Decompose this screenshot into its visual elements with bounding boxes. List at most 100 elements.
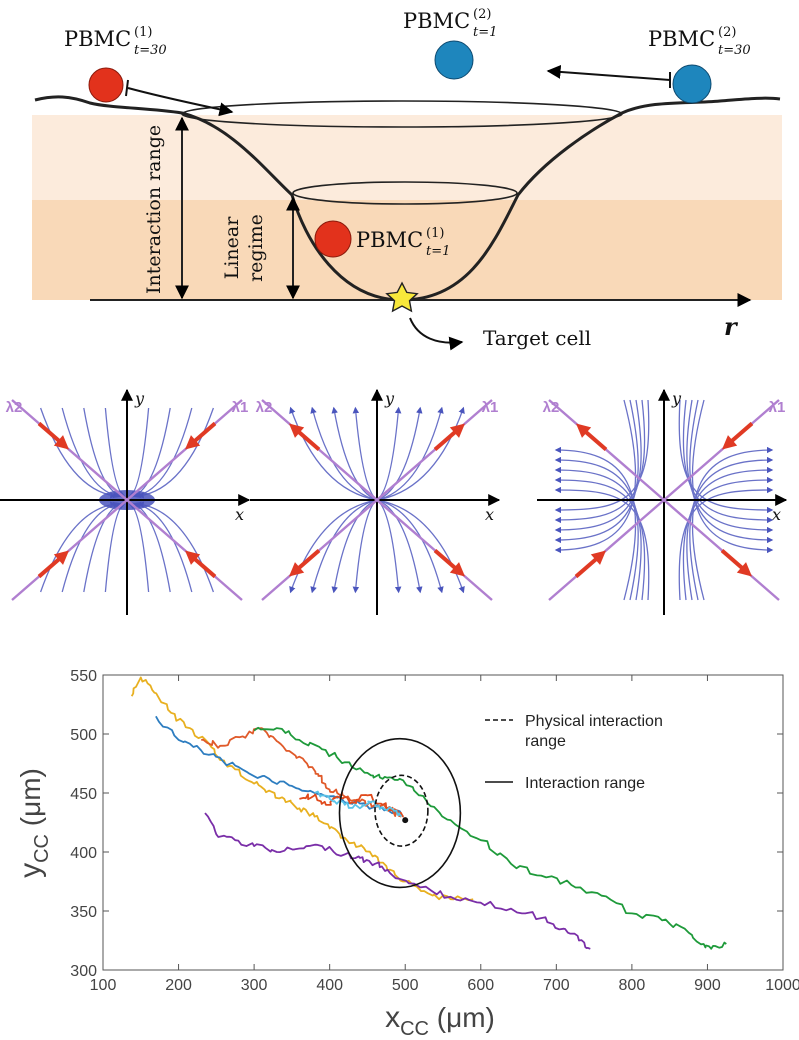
x-tick-label: 100 — [90, 977, 117, 994]
x-axis-title: xCC (μm) — [385, 1001, 495, 1040]
eigen-arrow-head — [722, 435, 738, 450]
x-axis-label: x — [235, 505, 244, 524]
lambda1-label: λ1 — [232, 399, 249, 416]
physical-interaction-range-ellipse — [374, 774, 429, 847]
pbmc2-t30-cell — [672, 64, 712, 104]
flow-line — [689, 399, 774, 544]
flow-line — [691, 399, 774, 554]
flow-line — [331, 499, 378, 594]
flow-line — [310, 499, 378, 594]
x-tick-label: 400 — [316, 977, 343, 994]
flow-line — [376, 499, 465, 594]
pbmc1-t30-label: PBMC (1) t=30 — [64, 25, 167, 58]
trajectory-series-6 — [299, 793, 404, 818]
y-axis-label: y — [134, 389, 145, 408]
flow-line — [376, 406, 465, 501]
flow-line — [689, 456, 774, 601]
x-tick-label: 500 — [392, 977, 419, 994]
flow-line — [554, 399, 637, 554]
flow-line — [691, 446, 774, 601]
interaction-range-ellipse — [181, 100, 623, 128]
flow-line — [289, 499, 378, 594]
x-ticks: 100 200 300 400 500 600 700 800 900 1000 — [90, 675, 799, 994]
target-point — [402, 817, 409, 824]
pbmc2-repulsion-arrow — [546, 64, 671, 81]
y-tick-label: 500 — [70, 727, 97, 744]
plot-frame — [102, 674, 784, 971]
phase-plot-unstable-node: λ2 λ1 x y — [250, 388, 501, 615]
eigen-arrow-head — [289, 562, 305, 577]
flow-lines — [554, 399, 774, 601]
flow-line — [83, 502, 123, 593]
flow-line — [352, 499, 378, 594]
x-axis-label: x — [485, 505, 494, 524]
flow-line — [137, 407, 215, 499]
pbmc-superscript: (1) — [134, 25, 152, 40]
flow-line — [678, 399, 774, 514]
y-tick-label: 350 — [70, 904, 97, 921]
legend: Physical interaction range Interaction ran… — [485, 713, 663, 792]
flow-line — [554, 399, 639, 544]
lambda2-label: λ2 — [256, 399, 273, 416]
pbmc-superscript: (2) — [718, 25, 736, 40]
linear-regime-band — [32, 200, 782, 300]
x-tick-label: 300 — [241, 977, 268, 994]
flow-line — [39, 501, 117, 593]
y-axis-var: y — [14, 863, 47, 878]
trajectory-chart: 100 200 300 400 500 600 700 800 900 1000 300 350 400… — [14, 668, 799, 1040]
eigen-arrow-head — [590, 550, 606, 565]
pbmc1-t1-label: PBMC (1) t=1 — [356, 226, 450, 259]
pbmc-subscript: t=1 — [473, 25, 497, 40]
y-tick-label: 400 — [70, 845, 97, 862]
y-ticks: 300 350 400 450 500 550 — [70, 668, 783, 980]
flow-line — [376, 499, 402, 594]
pbmc2-t30-label: PBMC (2) t=30 — [648, 25, 751, 58]
pbmc-text: PBMC — [64, 27, 131, 51]
phase-plot-saddle: λ2 λ1 x y — [537, 388, 788, 615]
pbmc-superscript: (2) — [473, 7, 491, 22]
flow-line — [376, 406, 423, 501]
flow-line — [310, 406, 378, 501]
eigen-arrow-head — [449, 562, 465, 577]
flow-line — [289, 406, 378, 501]
phase-plot-stable-node: λ2 λ1 x y — [0, 388, 251, 615]
pbmc2-t1-label: PBMC (2) t=1 — [403, 7, 497, 40]
eigen-arrow-head — [449, 423, 465, 438]
target-cell-label: Target cell — [483, 326, 591, 350]
trajectory-series-5 — [204, 812, 591, 950]
target-cell-star-icon — [385, 281, 419, 313]
x-tick-label: 700 — [543, 977, 570, 994]
pbmc-text: PBMC — [648, 27, 715, 51]
flow-line — [376, 406, 444, 501]
flow-line — [352, 406, 378, 501]
flow-line — [554, 446, 637, 601]
x-axis-var: x — [385, 1001, 400, 1034]
y-tick-label: 300 — [70, 963, 97, 980]
y-axis-sub: CC — [31, 834, 53, 863]
interaction-range-label: Interaction range — [143, 125, 165, 294]
phase-portraits: λ2 λ1 x y λ2 λ1 x y λ2 λ1 x y — [0, 388, 788, 615]
x-axis-unit: (μm) — [429, 1002, 495, 1033]
flow-line — [131, 407, 171, 498]
y-axis-label: y — [671, 389, 682, 408]
y-tick-label: 550 — [70, 668, 97, 685]
lambda1-label: λ1 — [769, 399, 786, 416]
flow-line — [137, 501, 215, 593]
x-tick-label: 200 — [165, 977, 192, 994]
interaction-range-ellipse — [338, 737, 462, 889]
pbmc2-t1-cell — [434, 40, 474, 80]
linear-regime-ellipse — [292, 181, 518, 205]
pbmc-superscript: (1) — [426, 226, 444, 241]
y-axis-unit: (μm) — [15, 768, 46, 834]
flow-line — [678, 486, 774, 601]
linear-regime-label-line1: Linear — [221, 216, 243, 280]
pbmc1-arrow-tail-bar — [125, 79, 129, 97]
legend-label: Physical interaction — [525, 713, 663, 730]
flow-line — [376, 499, 423, 594]
eigen-arrow-head — [53, 435, 69, 450]
y-axis-label: y — [384, 389, 395, 408]
x-tick-label: 600 — [467, 977, 494, 994]
legend-label-line2: range — [525, 733, 566, 750]
pbmc-subscript: t=1 — [426, 244, 450, 259]
y-tick-label: 450 — [70, 786, 97, 803]
